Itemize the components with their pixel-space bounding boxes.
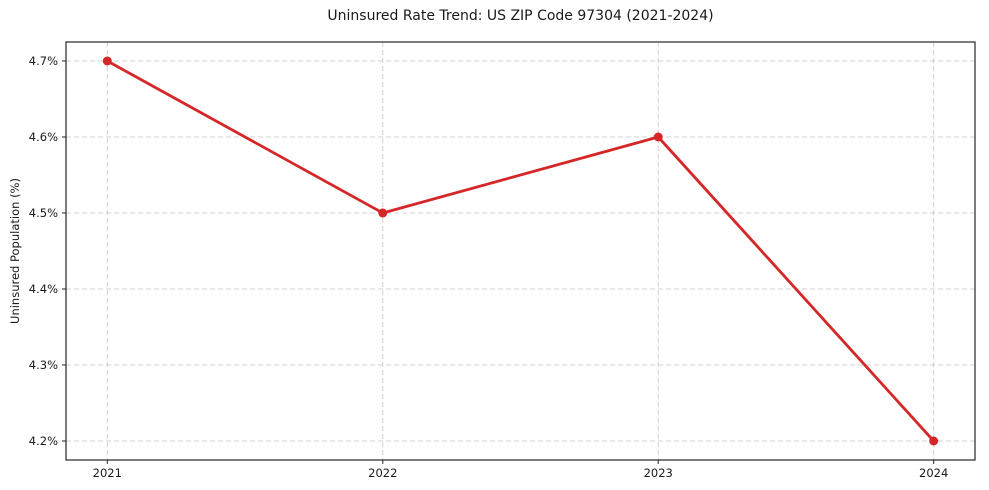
data-point xyxy=(653,132,663,142)
x-tick-label: 2021 xyxy=(93,466,122,480)
x-tick-label: 2023 xyxy=(644,466,673,480)
data-point xyxy=(378,208,388,218)
y-tick-label: 4.6% xyxy=(29,130,58,144)
chart-title: Uninsured Rate Trend: US ZIP Code 97304 … xyxy=(327,8,714,24)
y-tick-label: 4.2% xyxy=(29,434,58,448)
y-tick-label: 4.3% xyxy=(29,358,58,372)
y-tick-label: 4.5% xyxy=(29,206,58,220)
y-tick-label: 4.4% xyxy=(29,282,58,296)
data-point xyxy=(102,56,112,66)
data-point xyxy=(929,436,939,446)
plot-border xyxy=(65,41,976,461)
trend-line xyxy=(105,59,936,443)
x-tick-label: 2024 xyxy=(919,466,948,480)
y-tick-label: 4.7% xyxy=(29,54,58,68)
x-tick-label: 2022 xyxy=(368,466,397,480)
